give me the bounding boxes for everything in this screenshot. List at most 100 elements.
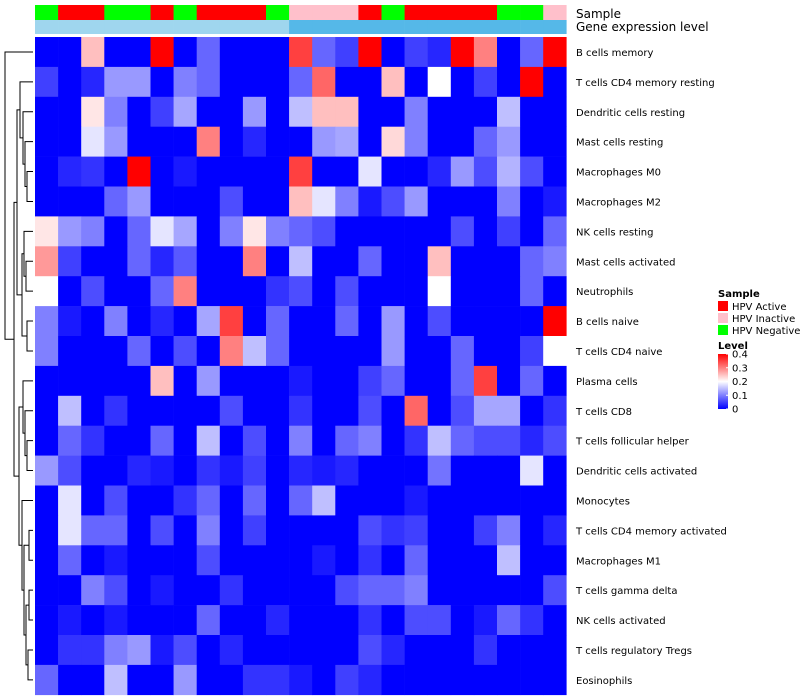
heatmap-cell [150, 664, 174, 696]
heatmap-cell [173, 664, 197, 696]
heatmap-cell [450, 126, 475, 157]
heatmap-cell [473, 276, 498, 307]
heatmap-cell [427, 575, 452, 606]
heatmap-cell [242, 365, 267, 397]
heatmap-cell [520, 126, 544, 157]
heatmap-cell [312, 96, 336, 127]
dendrogram-branch [28, 589, 33, 621]
heatmap-cell [58, 485, 82, 516]
heatmap-cell [58, 336, 82, 367]
heatmap-cell [497, 37, 521, 68]
gene-expression-annotation-cell [543, 20, 567, 34]
heatmap-cell [81, 66, 105, 98]
heatmap-cell [196, 276, 221, 307]
heatmap-cell [381, 635, 405, 666]
heatmap-cell [127, 156, 151, 187]
heatmap-cell [427, 37, 452, 68]
heatmap-cell [242, 126, 267, 157]
heatmap-cell [312, 365, 336, 397]
heatmap-cell [127, 336, 151, 367]
heatmap-cell [497, 246, 521, 277]
heatmap-cell [58, 186, 82, 217]
heatmap-cell [520, 66, 544, 98]
dendrogram-branch [23, 230, 33, 277]
heatmap-cell [520, 485, 544, 516]
heatmap-cell [450, 37, 475, 68]
legend-level-tick-label: 0.1 [732, 391, 748, 402]
heatmap-cell [104, 425, 128, 456]
sample-annotation-cell [404, 5, 428, 20]
heatmap-cell [312, 515, 336, 546]
heatmap-cell [381, 605, 405, 636]
heatmap-cell [335, 395, 359, 426]
heatmap-cell [150, 156, 174, 187]
heatmap-cell [104, 635, 128, 666]
heatmap-cell [58, 276, 82, 307]
heatmap-cell [219, 664, 244, 696]
heatmap-cell [219, 365, 244, 397]
heatmap-cell [196, 425, 221, 456]
row-label: T cells follicular helper [575, 437, 690, 448]
heatmap-cell [335, 336, 359, 367]
heatmap-cell [404, 575, 428, 606]
heatmap-cell [266, 96, 290, 127]
heatmap-cell [127, 515, 151, 546]
heatmap-cell [150, 425, 174, 456]
sample-annotation-cell [520, 5, 544, 20]
heatmap-cell [543, 425, 567, 456]
heatmap-cell [543, 246, 567, 277]
heatmap-cell [358, 605, 382, 636]
sample-annotation-cell [427, 5, 452, 20]
heatmap-cell [81, 455, 105, 486]
heatmap-cell [35, 664, 59, 696]
sample-annotation-cell [450, 5, 475, 20]
heatmap-cell [81, 575, 105, 606]
heatmap-cell [404, 365, 428, 397]
heatmap-cell [35, 306, 59, 337]
heatmap-cell [473, 126, 498, 157]
heatmap-cell [35, 276, 59, 307]
heatmap-cell [242, 485, 267, 516]
heatmap-cell [358, 365, 382, 397]
heatmap-cell [520, 664, 544, 696]
heatmap-cell [404, 156, 428, 187]
heatmap-cell [473, 425, 498, 456]
heatmap-cell [520, 605, 544, 636]
heatmap-cell [150, 66, 174, 98]
gene-expression-annotation-cell [58, 20, 82, 34]
heatmap-cell [450, 485, 475, 516]
heatmap-cell [81, 485, 105, 516]
heatmap-cell [219, 545, 244, 576]
row-label: T cells regulatory Tregs [575, 646, 692, 657]
heatmap-cell [150, 246, 174, 277]
heatmap-cell [381, 96, 405, 127]
heatmap-cell [173, 276, 197, 307]
heatmap-cell [289, 605, 313, 636]
heatmap-cell [381, 455, 405, 486]
sample-annotation-cell [219, 5, 244, 20]
sample-annotation-cell [289, 5, 313, 20]
heatmap-cell [404, 246, 428, 277]
heatmap-cell [520, 276, 544, 307]
heatmap-cell [81, 37, 105, 68]
heatmap-cell [427, 126, 452, 157]
heatmap-cell [335, 664, 359, 696]
heatmap-cell [381, 186, 405, 217]
heatmap-cell [335, 186, 359, 217]
heatmap-cell [173, 605, 197, 636]
heatmap-cell [497, 635, 521, 666]
heatmap-cell [335, 605, 359, 636]
dendrogram-branch [26, 440, 33, 472]
heatmap-cell [450, 425, 475, 456]
heatmap-cell [104, 365, 128, 397]
row-label: Mast cells resting [576, 138, 663, 149]
heatmap-cell [266, 664, 290, 696]
heatmap-cell [427, 664, 452, 696]
heatmap-cell [266, 306, 290, 337]
heatmap-cell [543, 126, 567, 157]
heatmap-cell [242, 246, 267, 277]
heatmap-cell [266, 37, 290, 68]
heatmap-cell [104, 306, 128, 337]
heatmap-cell [450, 575, 475, 606]
heatmap-cell [58, 365, 82, 397]
